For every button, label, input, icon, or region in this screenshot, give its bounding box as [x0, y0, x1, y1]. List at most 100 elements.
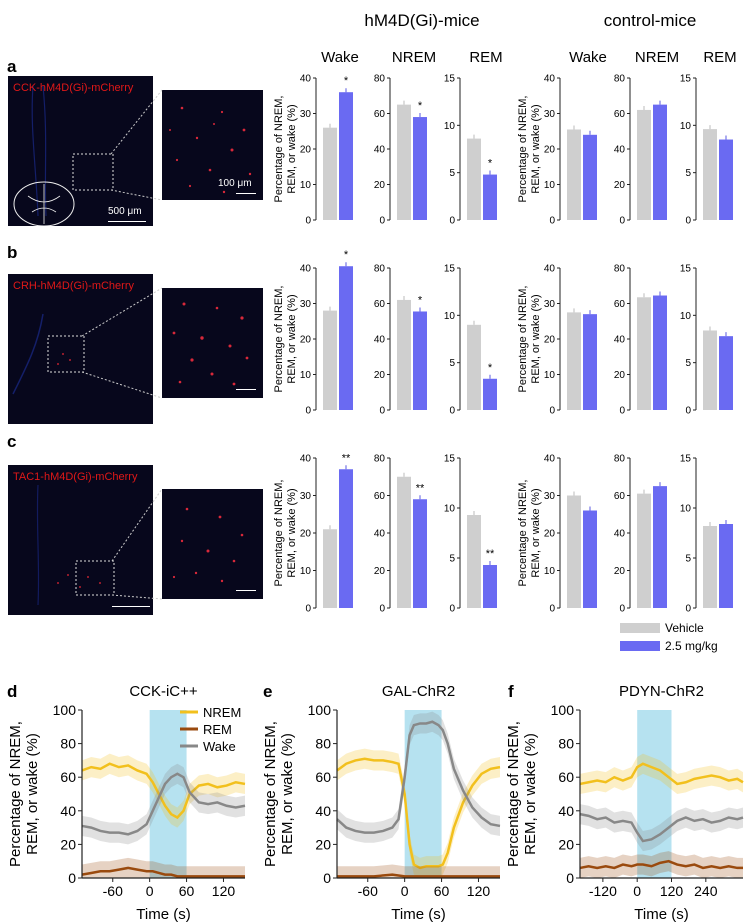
bar-vehicle: [703, 330, 717, 410]
y-axis-label: Percentage of NREM,: [505, 721, 522, 867]
bar-chart-b-ctrl-rem: 0 5 10 15: [680, 264, 733, 417]
chart-title: CCK-iC++: [129, 683, 198, 700]
x-tick-label: 60: [179, 883, 195, 899]
y-tick-label: 40: [614, 145, 626, 156]
micrograph-a-scale-label: 500 μm: [108, 206, 142, 217]
y-tick-label: 10: [444, 504, 456, 515]
y-axis-label: REM, or wake (%): [286, 294, 298, 383]
y-tick-label: 60: [374, 109, 386, 120]
bar-dose: [653, 104, 667, 220]
y-tick-label: 20: [300, 335, 312, 346]
y-axis-label: Percentage of NREM,: [7, 721, 24, 867]
y-tick-label: 20: [614, 566, 626, 577]
y-tick-label: 10: [444, 311, 456, 322]
series-band-rem: [580, 851, 743, 878]
y-tick-label: 10: [300, 566, 312, 577]
micrograph-c-inset-scale-bar: [236, 590, 256, 591]
y-tick-label: 15: [444, 454, 456, 465]
bar-vehicle: [323, 529, 337, 608]
y-tick-label: 0: [323, 870, 331, 886]
bar-chart-c-hm4d-rem: 0 5 10 15 **: [444, 454, 497, 615]
micrograph-a-inset-scale-bar: [236, 193, 256, 194]
y-tick-label: 80: [614, 454, 626, 465]
y-tick-label: 5: [449, 168, 455, 179]
y-tick-label: 30: [300, 109, 312, 120]
y-tick-label: 40: [614, 529, 626, 540]
x-tick-label: 0: [401, 883, 409, 899]
y-tick-label: 0: [685, 216, 691, 227]
y-tick-label: 20: [300, 529, 312, 540]
x-tick-label: -60: [358, 883, 378, 899]
x-tick-label: 60: [434, 883, 450, 899]
bar-vehicle: [397, 476, 411, 608]
y-axis-label: Percentage of NREM,: [517, 286, 529, 393]
bar-vehicle: [567, 312, 581, 410]
bar-dose: [719, 139, 733, 220]
y-tick-label: 15: [444, 264, 456, 275]
y-tick-label: 60: [315, 769, 331, 785]
series-band-rem: [337, 864, 500, 878]
bar-chart-b-hm4d-nrem: 0 20 40 60 80 *: [374, 264, 427, 417]
x-axis-label: Time (s): [391, 906, 445, 923]
x-tick-label: 0: [146, 883, 154, 899]
micrograph-c-inset: [162, 489, 263, 599]
y-tick-label: 0: [379, 406, 385, 417]
y-tick-label: 0: [619, 406, 625, 417]
y-tick-label: 0: [566, 870, 574, 886]
y-tick-label: 40: [300, 454, 312, 465]
y-tick-label: 100: [308, 702, 332, 718]
y-tick-label: 60: [614, 109, 626, 120]
bar-dose: [483, 174, 497, 220]
significance-marker: **: [416, 482, 425, 494]
y-tick-label: 30: [544, 109, 556, 120]
y-axis-label: REM, or wake (%): [286, 488, 298, 577]
y-tick-label: 15: [680, 264, 692, 275]
series-line-rem: [81, 866, 245, 878]
y-tick-label: 80: [60, 736, 76, 752]
line-chart-f: PDYN-ChR2 0 20 40 60 80 100 -120 0 120 240 Time (s)…: [505, 683, 744, 923]
y-tick-label: 10: [544, 370, 556, 381]
significance-marker: **: [486, 548, 495, 560]
bar-dose: [339, 266, 353, 410]
y-tick-label: 40: [300, 264, 312, 275]
y-tick-label: 20: [558, 836, 574, 852]
bar-chart-b-hm4d-rem: 0 5 10 15 *: [444, 264, 497, 417]
legend-dose-label: 2.5 mg/kg: [665, 639, 718, 653]
line-chart-d: CCK-iC++ 0 20 40 60 80 100 -60 0 60 120 Time (s) Per…: [7, 683, 246, 923]
y-axis-label: Percentage of NREM,: [517, 96, 529, 203]
bar-vehicle: [637, 493, 651, 608]
y-tick-label: 0: [449, 216, 455, 227]
series-line-wake: [336, 720, 501, 834]
bar-dose: [483, 565, 497, 608]
y-axis-label: Percentage of NREM,: [273, 286, 285, 393]
y-tick-label: 10: [444, 121, 456, 132]
bar-chart-c-ctrl-nrem: 0 20 40 60 80: [614, 454, 667, 615]
y-tick-label: 10: [544, 566, 556, 577]
series-band-wake: [82, 763, 245, 845]
series-line-nrem: [579, 762, 744, 786]
chart-title: PDYN-ChR2: [619, 683, 704, 700]
x-tick-label: 120: [467, 883, 491, 899]
bar-vehicle: [567, 495, 581, 608]
y-tick-label: 20: [614, 180, 626, 191]
bar-vehicle: [703, 526, 717, 608]
series-line-rem: [337, 873, 500, 878]
micrograph-a-scale-bar: [108, 221, 146, 222]
y-tick-label: 30: [300, 299, 312, 310]
micrograph-b-label: CRH-hM4D(Gi)-mCherry: [13, 280, 134, 292]
panel-letter-c: c: [7, 432, 16, 451]
y-tick-label: 20: [300, 145, 312, 156]
series-line-wake: [81, 772, 246, 836]
y-tick-label: 60: [614, 299, 626, 310]
bar-dose: [483, 378, 497, 410]
y-tick-label: 60: [374, 491, 386, 502]
legend-label-wake: Wake: [203, 739, 236, 754]
bar-dose: [583, 510, 597, 608]
y-tick-label: 0: [68, 870, 76, 886]
y-tick-label: 5: [449, 554, 455, 565]
series-line-nrem: [81, 762, 246, 820]
bar-dose: [339, 92, 353, 220]
y-tick-label: 80: [374, 454, 386, 465]
